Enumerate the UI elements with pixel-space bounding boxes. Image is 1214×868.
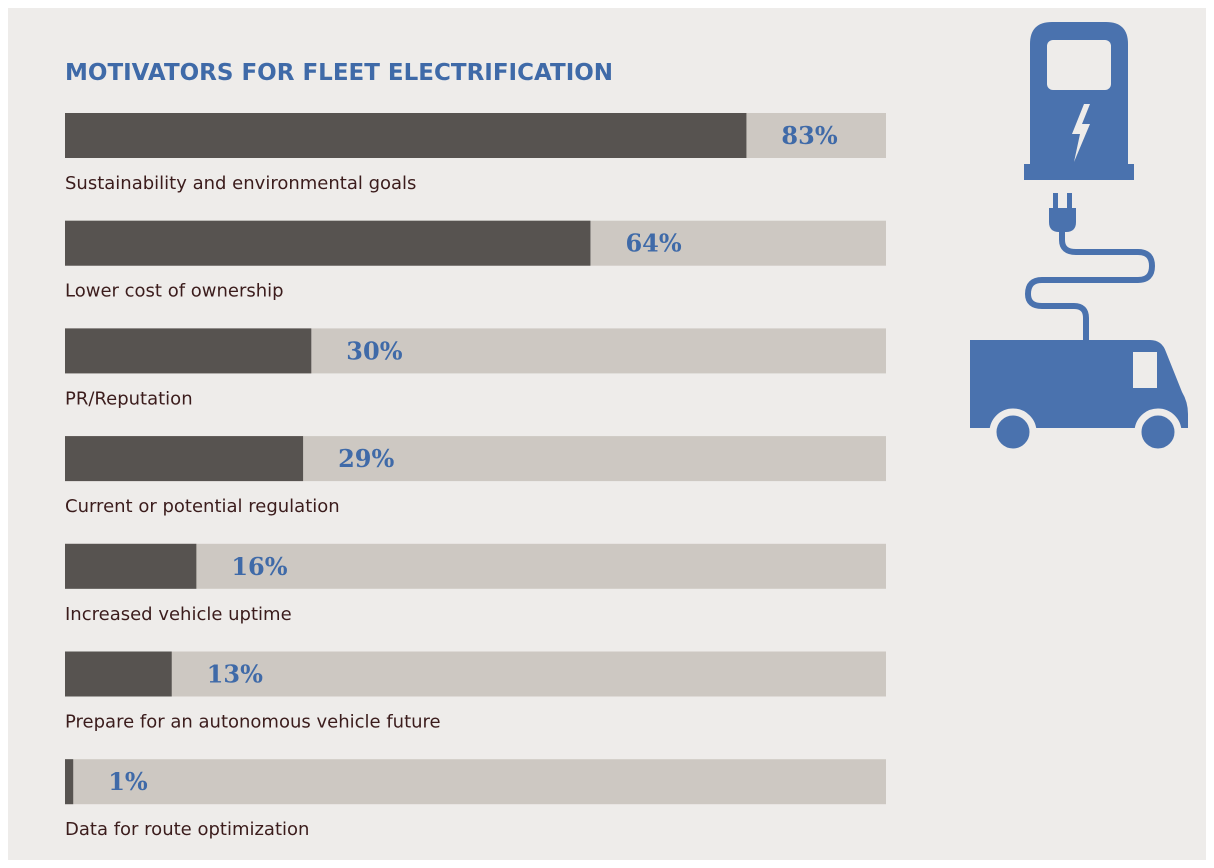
category-label: Prepare for an autonomous vehicle future bbox=[65, 712, 441, 733]
bar bbox=[65, 220, 591, 266]
bar bbox=[65, 543, 197, 589]
bar bbox=[65, 113, 747, 158]
bar bbox=[65, 328, 312, 374]
bar bbox=[65, 436, 304, 482]
category-label: Lower cost of ownership bbox=[65, 281, 284, 302]
value-label: 30% bbox=[346, 336, 402, 365]
value-label: 29% bbox=[338, 444, 394, 473]
plug bbox=[1049, 208, 1076, 232]
category-label: Current or potential regulation bbox=[65, 496, 340, 517]
ev-icon bbox=[970, 22, 1188, 456]
wheel bbox=[989, 408, 1037, 456]
bar-track bbox=[65, 759, 886, 805]
bar-track bbox=[65, 651, 886, 697]
lightning-bolt bbox=[1072, 104, 1090, 162]
cable bbox=[1024, 232, 1156, 342]
value-label: 13% bbox=[207, 660, 263, 689]
category-label: Increased vehicle uptime bbox=[65, 604, 292, 625]
plug-prong bbox=[1053, 193, 1058, 209]
station-base bbox=[1024, 164, 1134, 180]
station-screen bbox=[1047, 40, 1111, 90]
chart-title: MOTIVATORS FOR FLEET ELECTRIFICATION bbox=[65, 60, 613, 86]
value-label: 64% bbox=[625, 229, 681, 258]
value-label: 16% bbox=[231, 552, 287, 581]
truck-window bbox=[1133, 352, 1157, 388]
value-label: 83% bbox=[781, 121, 837, 150]
bar bbox=[65, 651, 172, 697]
bar-track bbox=[65, 543, 886, 589]
wheel bbox=[1134, 408, 1182, 456]
bar bbox=[65, 759, 74, 805]
category-label: Sustainability and environmental goals bbox=[65, 173, 416, 194]
plug-prong bbox=[1067, 193, 1072, 209]
category-label: Data for route optimization bbox=[65, 819, 309, 840]
value-label: 1% bbox=[108, 767, 148, 796]
category-label: PR/Reputation bbox=[65, 388, 193, 409]
